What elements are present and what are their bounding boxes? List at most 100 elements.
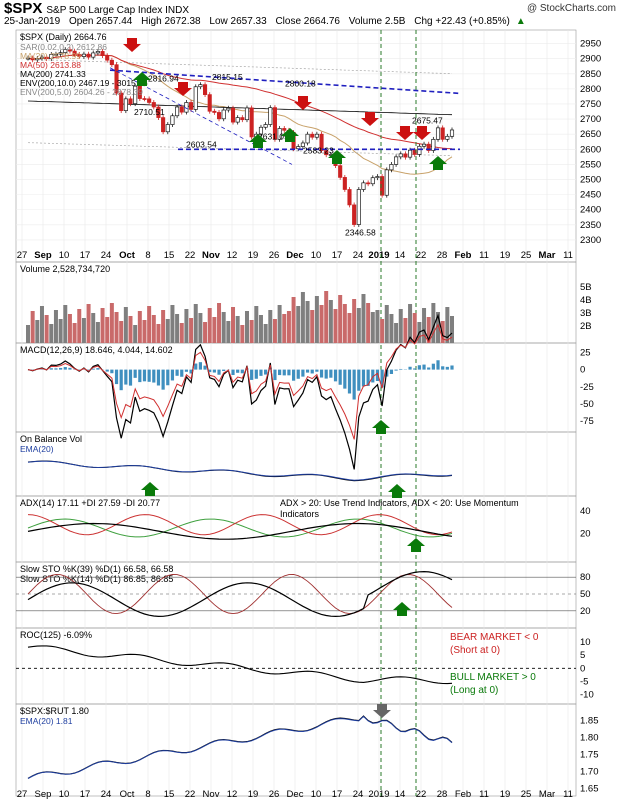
macd-histogram-bar xyxy=(324,369,328,379)
buy-signal-icon xyxy=(372,420,390,434)
adx-y-tick: 40 xyxy=(580,506,591,517)
x-tick-label: 2019 xyxy=(368,250,389,261)
volume-bar xyxy=(268,310,273,343)
sell-signal-icon xyxy=(361,112,379,126)
volume-bar xyxy=(249,320,254,343)
y-tick-label: 2750 xyxy=(580,99,601,110)
volume-bar xyxy=(263,324,268,343)
x-tick-label-bottom: 14 xyxy=(395,789,406,800)
ma200-line xyxy=(27,100,453,116)
volume-bar xyxy=(226,321,231,343)
macd-histogram-bar xyxy=(394,369,398,371)
buy-signal-icon xyxy=(393,602,411,616)
candle-body xyxy=(356,189,361,225)
volume-bar xyxy=(361,294,366,343)
roc-panel-title: ROC(125) -6.09% xyxy=(20,630,92,640)
candle-body xyxy=(58,52,63,55)
candle-body xyxy=(230,107,236,123)
y-tick-label: 2900 xyxy=(580,54,601,65)
volume-bar xyxy=(109,303,114,343)
volume-bar xyxy=(235,316,240,343)
x-tick-label: 8 xyxy=(145,250,150,261)
volume-bar xyxy=(422,308,427,343)
candle-body xyxy=(39,56,45,59)
x-tick-label: 25 xyxy=(521,250,532,261)
bull-market-note: (Long at 0) xyxy=(450,685,498,696)
macd-histogram-bar xyxy=(408,366,412,370)
candle-body xyxy=(86,53,91,58)
candle-body xyxy=(91,52,96,58)
stoch-slow-line xyxy=(27,570,453,618)
volume-bar xyxy=(105,317,110,343)
macd-histogram-bar xyxy=(96,368,100,370)
obv-line xyxy=(27,460,453,482)
x-tick-label-bottom: Nov xyxy=(203,789,220,800)
y-tick-label: 2650 xyxy=(580,129,601,140)
buy-signal-icon xyxy=(133,72,151,86)
candle-body xyxy=(440,127,445,140)
volume-bar xyxy=(300,292,305,343)
candle-body xyxy=(300,142,305,147)
volume-bar xyxy=(221,312,226,343)
close-value: Close 2664.76 xyxy=(275,16,340,27)
candle-body xyxy=(445,135,450,140)
macd-histogram-bar xyxy=(371,369,375,383)
ratio-legend-item: EMA(20) 1.81 xyxy=(20,716,73,726)
candle-body xyxy=(151,102,156,108)
candle-body xyxy=(212,110,217,113)
buy-signal-icon xyxy=(429,156,447,170)
macd-histogram-bar xyxy=(203,365,207,370)
candle-body xyxy=(361,182,366,190)
macd-histogram-bar xyxy=(175,369,179,376)
y-tick-label: 2500 xyxy=(580,175,601,186)
price-legend-item: ENV(200,10.0) 2467.19 - 3015.46 xyxy=(20,78,148,88)
panel-frame-price xyxy=(15,29,577,263)
volume-bar xyxy=(272,319,277,343)
volume-bar xyxy=(282,314,287,343)
candle-body xyxy=(338,165,343,178)
macd-histogram-bar xyxy=(450,365,454,370)
volume-bar xyxy=(175,314,180,343)
volume-bar xyxy=(440,321,445,343)
volume-bar xyxy=(380,319,385,343)
volume-bar xyxy=(77,309,82,343)
y-tick-label: 2600 xyxy=(580,144,601,155)
macd-histogram-bar xyxy=(86,369,91,371)
macd-histogram-bar xyxy=(180,369,184,377)
candle-body xyxy=(426,143,431,151)
macd-histogram-bar xyxy=(315,369,319,372)
macd-histogram-bar xyxy=(291,369,296,381)
candle-body xyxy=(310,133,315,138)
x-tick-label-bottom: 22 xyxy=(185,789,196,800)
volume-bar xyxy=(147,306,152,343)
volume-bar xyxy=(86,304,91,343)
price-legend-item: ENV(200,5.0) 2604.26 - 2878.39 xyxy=(20,87,143,97)
candle-body xyxy=(67,49,72,52)
x-tick-label-bottom: 25 xyxy=(521,789,532,800)
ratio-line xyxy=(27,715,453,779)
date: 25-Jan-2019 xyxy=(4,16,61,27)
x-tick-label-bottom: Feb xyxy=(455,789,471,800)
candle-body xyxy=(35,58,40,61)
volume-bar xyxy=(95,322,100,343)
macd-histogram-bar xyxy=(278,369,282,376)
y-tick-label: 2400 xyxy=(580,205,601,216)
price-annotation: 2710.51 xyxy=(134,107,165,117)
candle-body xyxy=(25,57,31,60)
candle-body xyxy=(216,112,222,120)
env5-lower xyxy=(27,142,453,157)
ratio-y-tick: 1.70 xyxy=(580,767,599,778)
volume-bar xyxy=(161,310,166,343)
x-tick-label: 19 xyxy=(500,250,511,261)
macd-histogram-bar xyxy=(254,369,258,379)
obv-ema-line xyxy=(27,460,453,481)
roc-y-tick: 0 xyxy=(580,663,585,674)
stoch-panel-title: Slow STO %K(39) %D(1) 66.58, 66.58 xyxy=(20,564,173,574)
candle-body xyxy=(119,92,124,111)
volume-bar xyxy=(189,318,194,343)
sell-signal-icon xyxy=(294,96,312,110)
macd-histogram-bar xyxy=(222,369,226,372)
x-tick-label: Dec xyxy=(286,250,303,261)
buy-signal-icon xyxy=(328,150,346,164)
